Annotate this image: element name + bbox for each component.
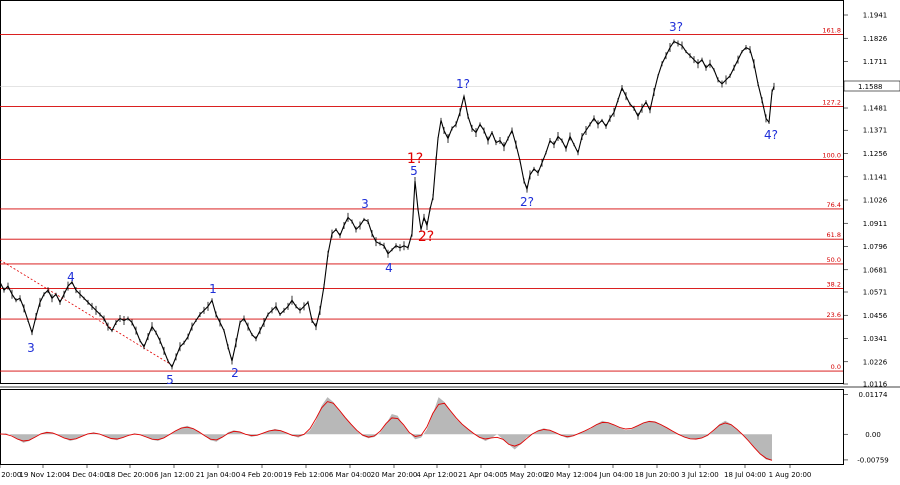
wave-label: 5 <box>166 373 174 387</box>
price-tick-label: 1.1481 <box>863 105 888 113</box>
price-tick-label: 1.1256 <box>863 150 888 158</box>
wave-label: 5 <box>410 164 418 178</box>
fib-level-label: 76.4 <box>827 201 841 209</box>
oscillator-histogram <box>0 397 772 461</box>
wave-label: 1 <box>209 282 217 296</box>
time-tick-label: 3 Jul 12:00 <box>681 471 719 479</box>
fib-level-label: 61.8 <box>827 231 841 239</box>
oscillator-tick-label: -0.00759 <box>857 456 888 464</box>
wave-label: 3? <box>669 20 683 34</box>
fib-level-label: 50.0 <box>827 256 841 264</box>
oscillator-series <box>0 397 773 461</box>
time-tick-label: 4 Feb 20:00 <box>241 471 282 479</box>
price-tick-label: 1.1141 <box>863 173 888 181</box>
price-axis: 1.1941 1.1826 1.1711 1.1588 1.1481 1.1371 1.12… <box>843 12 888 389</box>
fib-level-label: 161.8 <box>822 26 841 34</box>
fib-level-label: 0.0 <box>831 363 841 371</box>
wave-label: 1? <box>456 77 470 91</box>
wave-label: 3 <box>361 197 369 211</box>
price-tick-label: 1.0571 <box>863 289 888 297</box>
fibonacci-levels: 161.8 127.2 100.0 76.4 61.8 50.0 38.2 23.6 0.0 <box>0 26 843 372</box>
price-tick-label: 1.1826 <box>863 35 888 43</box>
time-tick-label: 18 Dec 20:00 <box>106 471 153 479</box>
oscillator-signal-line <box>0 401 773 461</box>
wave-label: 4 <box>385 261 393 275</box>
price-tick-label: 1.0681 <box>863 266 888 274</box>
time-tick-label: 20 May 12:00 <box>545 471 593 479</box>
price-tick-label: 1.0911 <box>863 220 888 228</box>
wave-label: 2 <box>231 366 239 380</box>
price-tick-label: 1.0796 <box>863 243 888 251</box>
wave-label: 4? <box>764 128 778 142</box>
time-tick-label: 19 Feb 12:00 <box>283 471 329 479</box>
time-tick-label: 18 Jul 04:00 <box>724 471 766 479</box>
wave-label: 1? <box>407 151 423 167</box>
fib-level-label: 127.2 <box>822 99 841 107</box>
time-tick-label: 6 Jan 12:00 <box>154 471 194 479</box>
time-tick-label: 19 Nov 12:00 <box>19 471 66 479</box>
price-tick-label: 1.0116 <box>863 381 888 389</box>
time-tick-label: 4 Apr 12:00 <box>416 471 457 479</box>
time-tick-label: 6 Mar 04:00 <box>329 471 371 479</box>
price-tick-label: 1.1941 <box>863 12 888 20</box>
time-tick-label: 1 Aug 20:00 <box>769 471 812 479</box>
time-tick-label: 21 Jan 04:00 <box>196 471 240 479</box>
price-series <box>0 39 775 370</box>
time-tick-label: 5 May 20:00 <box>503 471 547 479</box>
oscillator-axis: 0.01174 0.00 -0.00759 <box>843 391 889 464</box>
time-tick-label: 18 Jun 20:00 <box>635 471 679 479</box>
price-tick-label: 1.0226 <box>863 358 888 366</box>
price-tick-label: 1.1711 <box>863 58 888 66</box>
wave-label: 2? <box>520 195 534 209</box>
wave-label: 2? <box>418 229 434 245</box>
oscillator-tick-label: 0.01174 <box>859 391 888 399</box>
price-tick-label: 1.1026 <box>863 197 888 205</box>
wave-label: 3 <box>27 341 35 355</box>
time-tick-label: 4 Dec 04:00 <box>66 471 109 479</box>
oscillator-frame <box>0 389 844 465</box>
fib-level-label: 38.2 <box>827 281 841 289</box>
time-tick-label: 5 Nov 20:00 <box>0 471 21 479</box>
current-price-box <box>843 80 900 92</box>
time-tick-label: 4 Jun 04:00 <box>593 471 633 479</box>
trend-line <box>0 259 171 365</box>
price-tick-label: 1.0341 <box>863 335 888 343</box>
fib-level-label: 23.6 <box>827 311 841 319</box>
price-tick-label: 1.1371 <box>863 127 888 135</box>
main-plot-frame <box>0 0 844 384</box>
fib-level-label: 100.0 <box>822 152 841 160</box>
current-price-label: 1.1588 <box>858 83 883 91</box>
wave-label: 4 <box>67 270 75 284</box>
time-tick-label: 21 Apr 04:00 <box>458 471 504 479</box>
time-tick-label: 20 Mar 20:00 <box>371 471 418 479</box>
price-tick-label: 1.0456 <box>863 312 888 320</box>
oscillator-tick-label: 0.00 <box>865 431 881 439</box>
